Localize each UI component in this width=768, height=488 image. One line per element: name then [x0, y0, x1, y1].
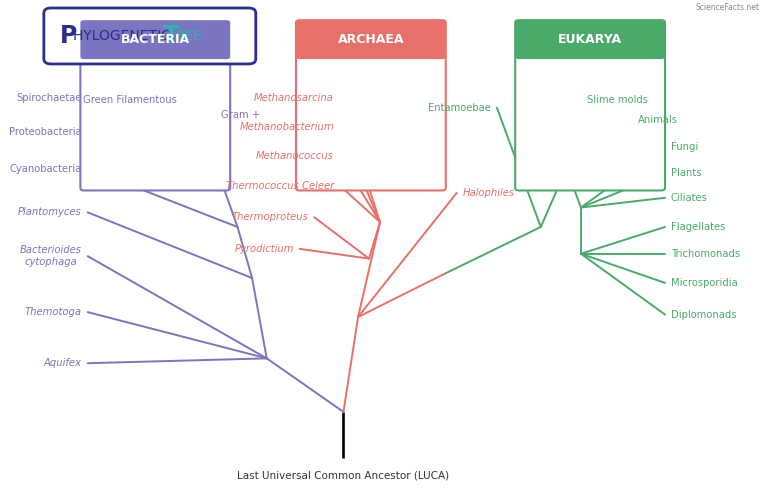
- Text: Themotoga: Themotoga: [25, 307, 82, 317]
- Text: Diplomonads: Diplomonads: [670, 309, 737, 320]
- Text: Entamoebae: Entamoebae: [429, 103, 491, 113]
- Text: Animals: Animals: [638, 115, 678, 125]
- Text: HYLOGENETIC: HYLOGENETIC: [73, 29, 175, 43]
- Text: T: T: [163, 24, 179, 48]
- Text: Fungi: Fungi: [670, 142, 698, 152]
- FancyBboxPatch shape: [44, 8, 256, 64]
- FancyBboxPatch shape: [515, 20, 665, 59]
- Text: Pyrodictium: Pyrodictium: [234, 244, 294, 254]
- Text: Methanococcus: Methanococcus: [256, 151, 334, 162]
- Text: Slime molds: Slime molds: [587, 96, 647, 105]
- Text: EUKARYA: EUKARYA: [558, 33, 622, 46]
- Text: Flagellates: Flagellates: [670, 222, 725, 232]
- Text: BACTERIA: BACTERIA: [121, 33, 190, 46]
- Text: REE: REE: [175, 29, 203, 43]
- Text: Last Universal Common Ancestor (LUCA): Last Universal Common Ancestor (LUCA): [237, 470, 449, 480]
- Text: Gram +: Gram +: [221, 110, 260, 120]
- Text: Trichomonads: Trichomonads: [670, 249, 740, 259]
- Text: Thermoproteus: Thermoproteus: [231, 212, 309, 222]
- Text: Plantomyces: Plantomyces: [18, 207, 82, 217]
- Text: Aquifex: Aquifex: [44, 358, 82, 368]
- Text: Halophiles: Halophiles: [462, 188, 515, 198]
- Text: Ciliates: Ciliates: [670, 193, 708, 203]
- Text: Methanosarcina: Methanosarcina: [254, 93, 334, 103]
- Text: Microsporidia: Microsporidia: [670, 278, 737, 288]
- Text: Bacterioides
cytophaga: Bacterioides cytophaga: [20, 245, 82, 267]
- FancyBboxPatch shape: [296, 20, 445, 59]
- Text: Proteobacteria: Proteobacteria: [9, 127, 82, 137]
- FancyBboxPatch shape: [515, 20, 665, 190]
- Text: ARCHAEA: ARCHAEA: [338, 33, 404, 46]
- Text: Methanobacterium: Methanobacterium: [240, 122, 334, 132]
- Text: ScienceFacts.net: ScienceFacts.net: [696, 3, 760, 12]
- Text: Cyanobacteria: Cyanobacteria: [9, 163, 82, 174]
- FancyBboxPatch shape: [81, 20, 230, 190]
- FancyBboxPatch shape: [296, 20, 445, 190]
- Text: Spirochaetae: Spirochaetae: [16, 93, 82, 103]
- Text: Green Filamentous: Green Filamentous: [83, 96, 177, 105]
- Text: Thermococcus Celeer: Thermococcus Celeer: [226, 181, 334, 191]
- Text: P: P: [60, 24, 78, 48]
- Text: Plants: Plants: [670, 168, 701, 179]
- FancyBboxPatch shape: [81, 20, 230, 59]
